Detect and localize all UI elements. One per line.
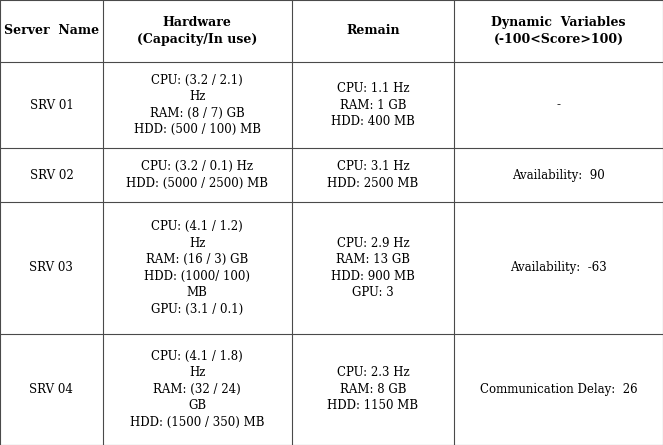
Text: CPU: (4.1 / 1.2)
Hz
RAM: (16 / 3) GB
HDD: (1000/ 100)
MB
GPU: (3.1 / 0.1): CPU: (4.1 / 1.2) Hz RAM: (16 / 3) GB HDD… [145,220,250,316]
Text: SRV 04: SRV 04 [29,383,74,396]
Text: Remain: Remain [346,24,400,37]
Text: SRV 03: SRV 03 [29,261,74,274]
Text: CPU: (3.2 / 0.1) Hz
HDD: (5000 / 2500) MB: CPU: (3.2 / 0.1) Hz HDD: (5000 / 2500) M… [126,160,269,190]
Text: CPU: (3.2 / 2.1)
Hz
RAM: (8 / 7) GB
HDD: (500 / 100) MB: CPU: (3.2 / 2.1) Hz RAM: (8 / 7) GB HDD:… [134,74,261,136]
Text: SRV 02: SRV 02 [30,169,73,182]
Text: Communication Delay:  26: Communication Delay: 26 [480,383,637,396]
Text: Availability:  -63: Availability: -63 [511,261,607,274]
Text: CPU: 2.9 Hz
RAM: 13 GB
HDD: 900 MB
GPU: 3: CPU: 2.9 Hz RAM: 13 GB HDD: 900 MB GPU: … [331,237,415,299]
Text: Availability:  90: Availability: 90 [512,169,605,182]
Text: Hardware
(Capacity/In use): Hardware (Capacity/In use) [137,16,257,46]
Text: CPU: (4.1 / 1.8)
Hz
RAM: (32 / 24)
GB
HDD: (1500 / 350) MB: CPU: (4.1 / 1.8) Hz RAM: (32 / 24) GB HD… [130,350,265,429]
Text: CPU: 3.1 Hz
HDD: 2500 MB: CPU: 3.1 Hz HDD: 2500 MB [328,160,418,190]
Text: -: - [556,99,561,112]
Text: CPU: 2.3 Hz
RAM: 8 GB
HDD: 1150 MB: CPU: 2.3 Hz RAM: 8 GB HDD: 1150 MB [328,366,418,413]
Text: CPU: 1.1 Hz
RAM: 1 GB
HDD: 400 MB: CPU: 1.1 Hz RAM: 1 GB HDD: 400 MB [331,82,415,128]
Text: Dynamic  Variables
(-100<Score>100): Dynamic Variables (-100<Score>100) [491,16,626,46]
Text: SRV 01: SRV 01 [30,99,73,112]
Text: Server  Name: Server Name [4,24,99,37]
